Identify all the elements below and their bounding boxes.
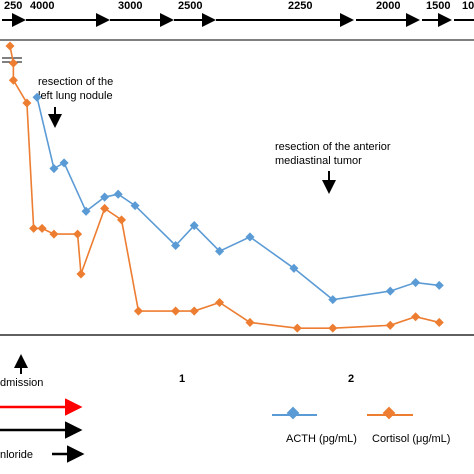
x-tick-1: 1	[179, 373, 185, 385]
acth-point-9	[215, 246, 225, 256]
acth-point-14	[411, 278, 421, 288]
legend: ACTH (pg/mL) Cortisol (μg/mL)	[272, 406, 450, 445]
cortisol-point-0	[5, 41, 15, 51]
acth-point-4	[100, 192, 110, 202]
cortisol-point-13	[189, 306, 199, 316]
dose-label-5: 2250	[288, 0, 312, 12]
cortisol-point-3	[22, 98, 32, 108]
cortisol-point-15	[245, 317, 255, 327]
acth-point-15	[434, 280, 444, 290]
acth-point-10	[245, 232, 255, 242]
dose-timeline: 250 4000 3000 2500 2250 2000 1500 1000	[2, 0, 474, 27]
cortisol-point-2	[8, 75, 18, 85]
treatment-label: nloride	[0, 449, 33, 461]
annotation-mediastinal-line2: mediastinal tumor	[275, 155, 362, 167]
legend-marker-cortisol	[382, 406, 396, 420]
cortisol-point-9	[100, 203, 110, 213]
acth-point-1	[49, 164, 59, 174]
cortisol-point-11	[133, 306, 143, 316]
cortisol-point-16	[292, 323, 302, 333]
dose-label-6: 2000	[376, 0, 400, 12]
cortisol-point-17	[328, 323, 338, 333]
cortisol-point-10	[117, 215, 127, 225]
annotation-left-nodule-line1: resection of the	[38, 76, 113, 88]
acth-point-2	[59, 158, 69, 168]
dose-label-7: 1500	[426, 0, 450, 12]
cortisol-point-7	[73, 229, 83, 239]
acth-point-0	[32, 92, 42, 102]
acth-point-7	[171, 240, 181, 251]
legend-item-acth: ACTH (pg/mL)	[272, 406, 357, 445]
acth-point-13	[385, 286, 395, 296]
cortisol-point-14	[215, 297, 225, 308]
cortisol-point-4	[29, 223, 39, 233]
annotation-mediastinal-line1: resection of the anterior	[275, 141, 391, 153]
acth-point-5	[113, 189, 123, 199]
cortisol-point-12	[171, 306, 181, 316]
legend-label-acth: ACTH (pg/mL)	[286, 433, 357, 445]
cortisol-point-1	[8, 58, 18, 68]
annotation-left-nodule-line2: left lung nodule	[38, 90, 113, 102]
legend-item-cortisol: Cortisol (μg/mL)	[367, 406, 450, 445]
cortisol-point-5	[37, 223, 47, 233]
dose-label-2: 4000	[30, 0, 54, 12]
series-line-acth	[36, 97, 440, 301]
cortisol-point-20	[434, 317, 444, 327]
dose-label-1: 250	[4, 0, 22, 12]
cortisol-point-6	[49, 229, 59, 239]
acth-point-3	[81, 206, 91, 216]
legend-label-cortisol: Cortisol (μg/mL)	[372, 433, 450, 445]
dose-label-4: 2500	[178, 0, 202, 12]
cortisol-point-18	[385, 320, 395, 330]
dose-label-8: 1000	[462, 0, 474, 12]
cortisol-point-19	[411, 312, 421, 322]
admission-label: dmission	[0, 377, 43, 389]
x-tick-2: 2	[348, 373, 354, 385]
dose-label-3: 3000	[118, 0, 142, 12]
cortisol-point-8	[76, 269, 86, 279]
legend-marker-acth	[286, 406, 300, 420]
